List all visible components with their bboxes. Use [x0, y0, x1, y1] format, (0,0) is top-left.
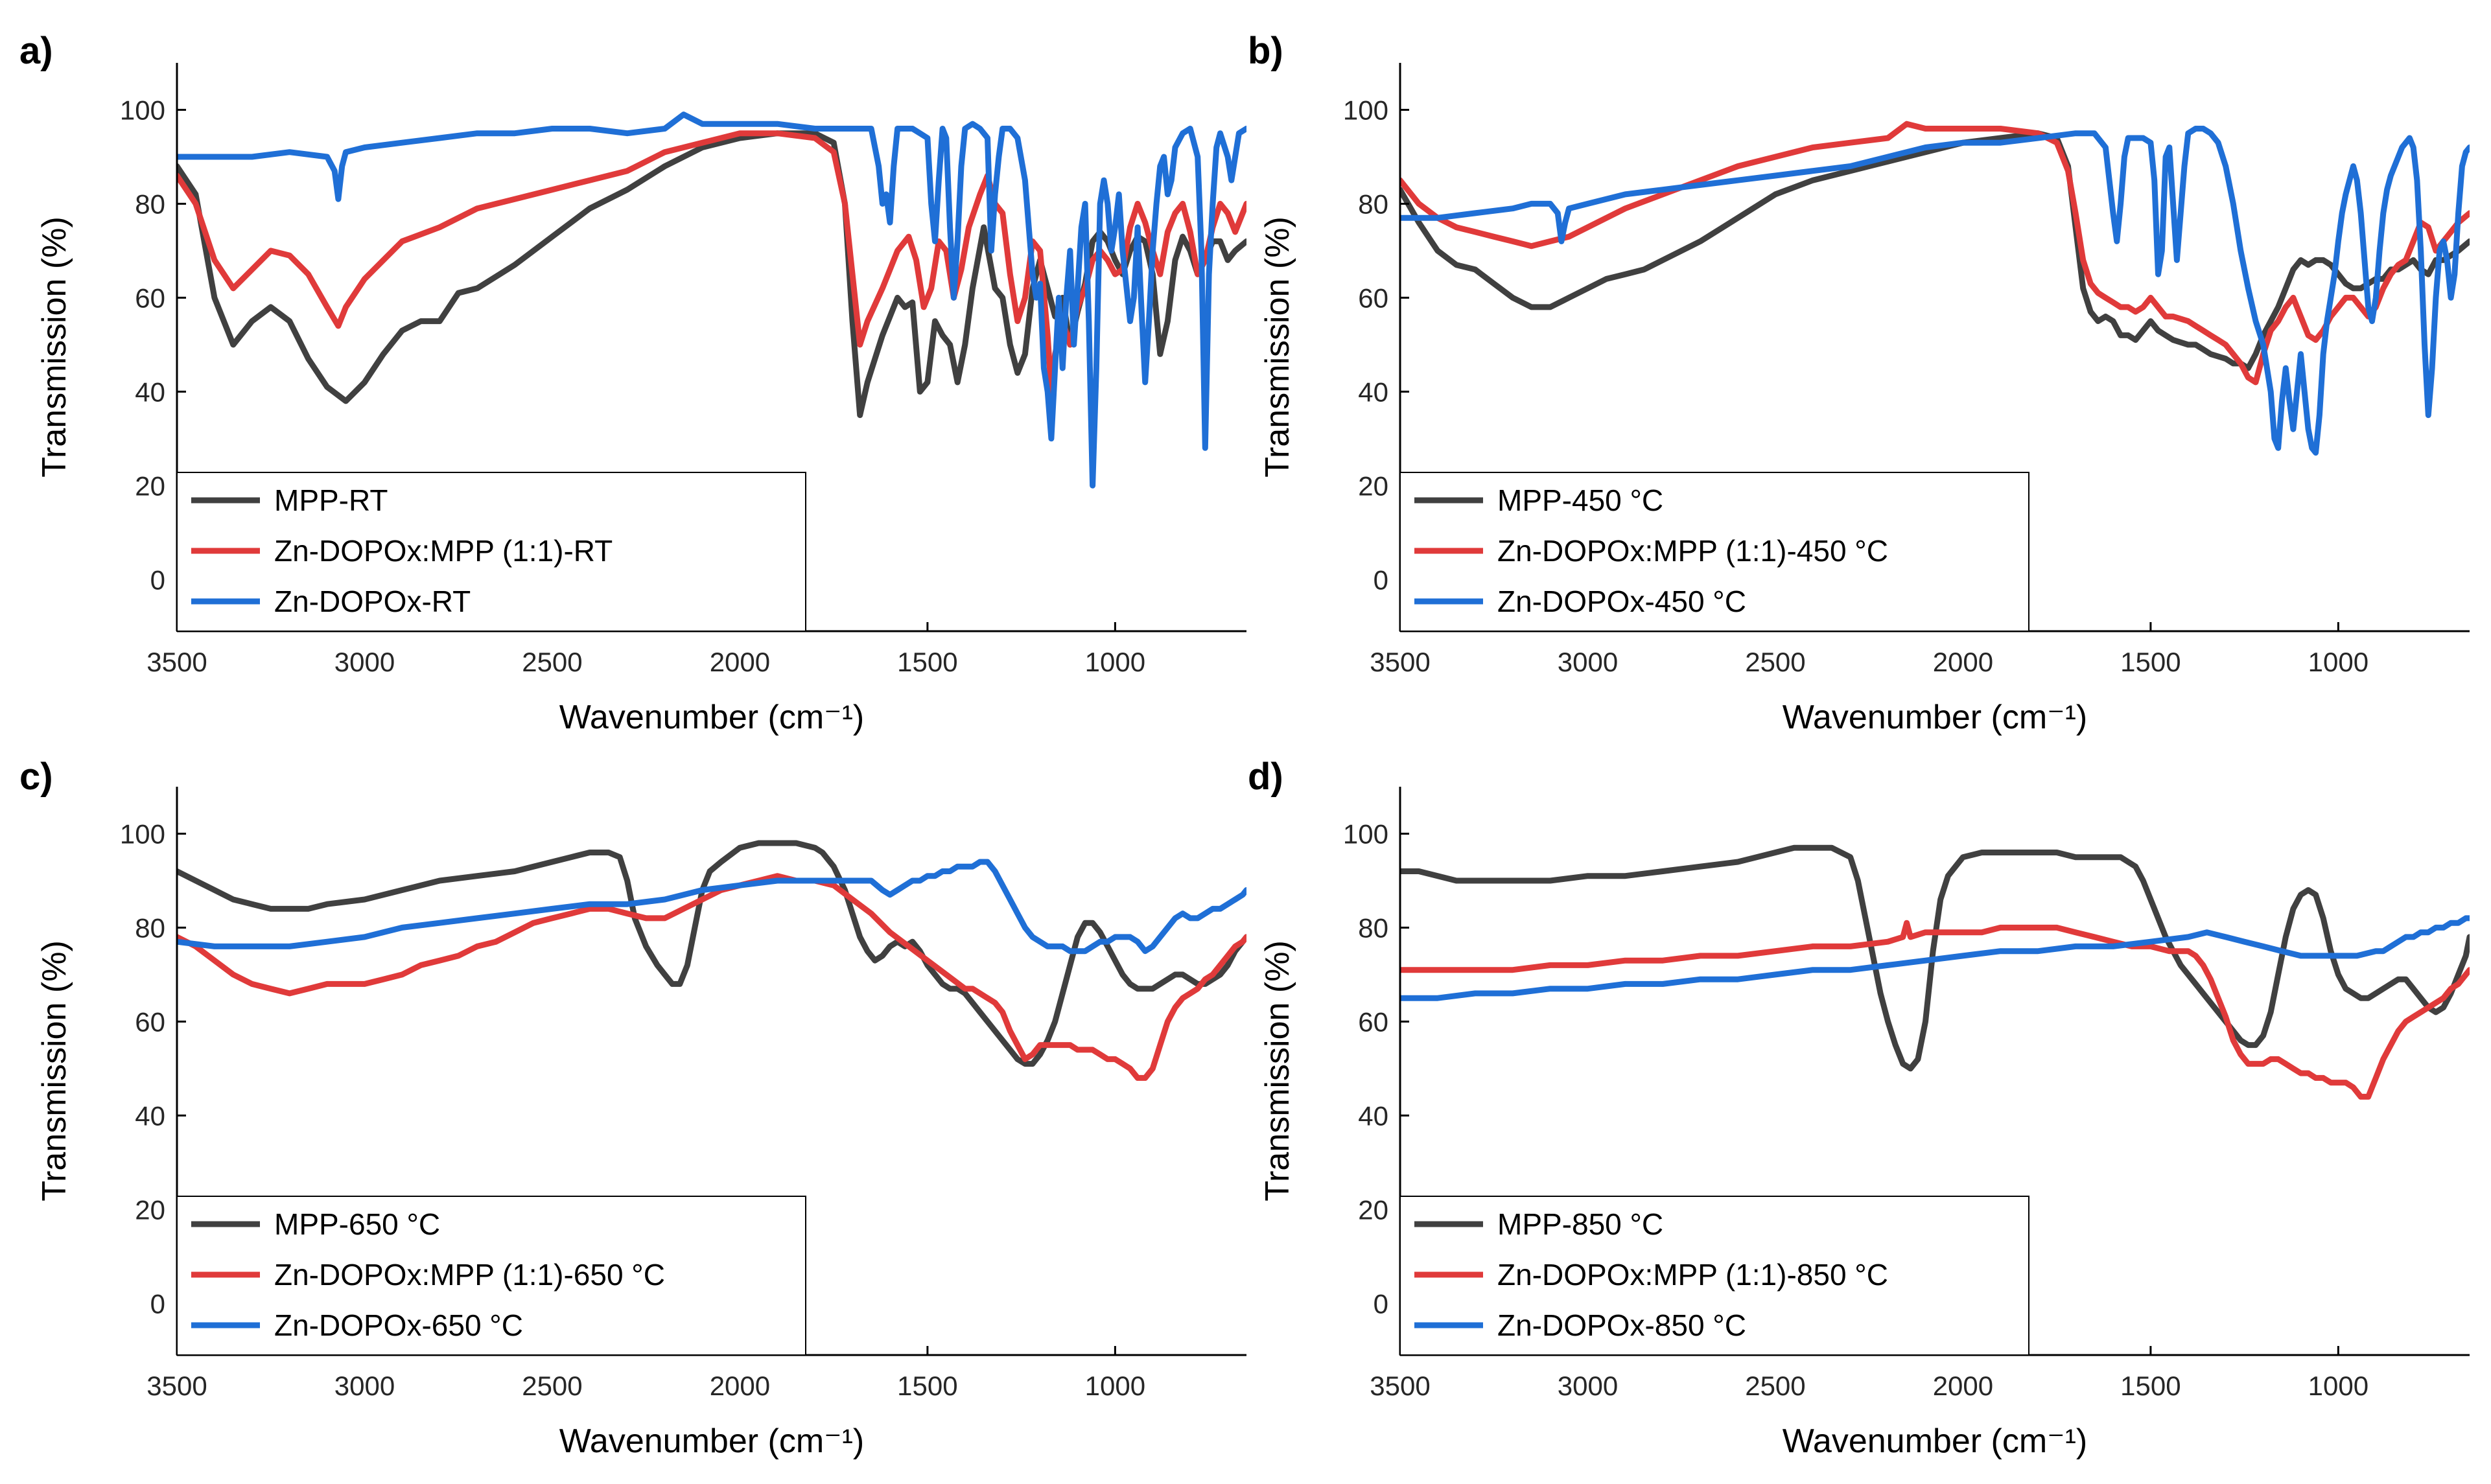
- panel-label: c): [19, 756, 53, 798]
- y-tick-label: 60: [135, 283, 165, 313]
- y-axis-title: Transmission (%): [36, 940, 73, 1201]
- y-tick-label: 60: [1358, 283, 1388, 313]
- legend-box: [1399, 1196, 2029, 1356]
- y-tick-label: 0: [150, 1288, 165, 1319]
- panel-label: d): [1248, 756, 1283, 798]
- y-tick-label: 40: [1358, 377, 1388, 407]
- y-tick-label: 20: [135, 1194, 165, 1225]
- chart-panel-3: c) 0 20 40 60 80 100 3500 3000 2500 2000 1500 1000 Wa…: [19, 756, 1246, 1460]
- x-tick-label: 2500: [1745, 647, 1805, 677]
- x-tick-label: 1500: [897, 647, 957, 677]
- x-tick-label: 3500: [146, 647, 207, 677]
- legend: MPP-850 °C Zn-DOPOx:MPP (1:1)-850 °C Zn-DO…: [1399, 1196, 2029, 1356]
- y-tick-label: 60: [1358, 1006, 1388, 1037]
- legend-label: MPP-850 °C: [1497, 1207, 1663, 1241]
- x-tick-label: 3000: [1558, 1371, 1618, 1401]
- legend-label: MPP-650 °C: [274, 1207, 440, 1241]
- legend-box: [176, 1196, 806, 1356]
- series-line-1: [1400, 130, 2470, 371]
- x-tick-label: 2500: [522, 647, 582, 677]
- legend-box: [1399, 472, 2029, 632]
- legend: MPP-450 °C Zn-DOPOx:MPP (1:1)-450 °C Zn-DO…: [1399, 472, 2029, 632]
- y-tick-label: 80: [135, 189, 165, 219]
- chart-panel-4: d) 0 20 40 60 80 100 3500 3000 2500 2000 1500 1000 Wa…: [1248, 756, 2470, 1460]
- y-tick-label: 60: [135, 1006, 165, 1037]
- x-tick-label: 1000: [1085, 647, 1145, 677]
- x-tick-label: 1000: [1085, 1371, 1145, 1401]
- legend-label: Zn-DOPOx-450 °C: [1497, 585, 1746, 618]
- x-tick-label: 3000: [334, 647, 395, 677]
- x-tick-label: 2000: [1933, 647, 1993, 677]
- legend-label: Zn-DOPOx-RT: [274, 585, 471, 618]
- x-tick-label: 3500: [1370, 647, 1430, 677]
- y-tick-label: 80: [1358, 189, 1388, 219]
- y-tick-label: 80: [1358, 912, 1388, 943]
- legend: MPP-RT Zn-DOPOx:MPP (1:1)-RT Zn-DOPOx-RT: [176, 472, 806, 632]
- y-tick-label: 100: [120, 95, 165, 125]
- x-tick-label: 1500: [897, 1371, 957, 1401]
- y-tick-label: 0: [150, 564, 165, 595]
- legend-label: MPP-450 °C: [1497, 483, 1663, 517]
- series-line-2: [1400, 920, 2470, 1100]
- panel-label: a): [19, 30, 53, 72]
- x-tick-label: 2000: [710, 647, 770, 677]
- x-tick-label: 1500: [2120, 647, 2181, 677]
- x-tick-label: 3000: [1558, 647, 1618, 677]
- y-tick-label: 100: [120, 818, 165, 849]
- series-line-1: [1400, 844, 2470, 1072]
- legend-label: Zn-DOPOx-650 °C: [274, 1308, 523, 1342]
- y-axis-title: Transmission (%): [36, 216, 73, 478]
- x-tick-label: 2500: [522, 1371, 582, 1401]
- x-tick-label: 2000: [1933, 1371, 1993, 1401]
- y-tick-label: 100: [1343, 95, 1388, 125]
- legend-label: Zn-DOPOx:MPP (1:1)-RT: [274, 534, 613, 568]
- x-tick-label: 3500: [146, 1371, 207, 1401]
- legend-box: [176, 472, 806, 632]
- y-tick-label: 40: [135, 1100, 165, 1131]
- y-tick-label: 20: [1358, 470, 1388, 501]
- y-tick-label: 40: [135, 377, 165, 407]
- chart-panel-2: b) 0 20 40 60 80 100 3500 3000 2500 2000 1500 1000 Wa…: [1248, 30, 2470, 736]
- x-tick-label: 1500: [2120, 1371, 2181, 1401]
- series-line-3: [1400, 915, 2470, 1001]
- y-tick-label: 40: [1358, 1100, 1388, 1131]
- chart-panel-1: a) 0 20 40 60 80 100 3500 3000 2500 2000 1500 1000 Wa…: [19, 30, 1246, 736]
- series-line-2: [177, 873, 1246, 1081]
- series-line-3: [177, 111, 1246, 489]
- y-tick-label: 20: [1358, 1194, 1388, 1225]
- series-line-3: [1400, 126, 2470, 456]
- legend-label: MPP-RT: [274, 483, 388, 517]
- x-tick-label: 2000: [710, 1371, 770, 1401]
- y-tick-label: 100: [1343, 818, 1388, 849]
- x-axis-title: Wavenumber (cm⁻¹): [1783, 1422, 2087, 1460]
- series-line-1: [177, 130, 1246, 419]
- y-tick-label: 0: [1374, 564, 1388, 595]
- x-tick-label: 3000: [334, 1371, 395, 1401]
- legend-label: Zn-DOPOx:MPP (1:1)-850 °C: [1497, 1258, 1888, 1292]
- legend-label: Zn-DOPOx:MPP (1:1)-450 °C: [1497, 534, 1888, 568]
- x-tick-label: 1000: [2308, 647, 2368, 677]
- y-tick-label: 0: [1374, 1288, 1388, 1319]
- y-tick-label: 80: [135, 912, 165, 943]
- y-axis-title: Transmission (%): [1259, 216, 1296, 478]
- series-line-3: [177, 859, 1246, 955]
- legend: MPP-650 °C Zn-DOPOx:MPP (1:1)-650 °C Zn-DO…: [176, 1196, 806, 1356]
- x-axis-title: Wavenumber (cm⁻¹): [559, 699, 864, 736]
- legend-label: Zn-DOPOx:MPP (1:1)-650 °C: [274, 1258, 665, 1292]
- y-axis-title: Transmission (%): [1259, 940, 1296, 1201]
- x-tick-label: 2500: [1745, 1371, 1805, 1401]
- x-tick-label: 3500: [1370, 1371, 1430, 1401]
- y-tick-label: 20: [135, 470, 165, 501]
- legend-label: Zn-DOPOx-850 °C: [1497, 1308, 1746, 1342]
- panel-label: b): [1248, 30, 1283, 72]
- x-axis-title: Wavenumber (cm⁻¹): [559, 1422, 864, 1460]
- x-tick-label: 1000: [2308, 1371, 2368, 1401]
- x-axis-title: Wavenumber (cm⁻¹): [1783, 699, 2087, 736]
